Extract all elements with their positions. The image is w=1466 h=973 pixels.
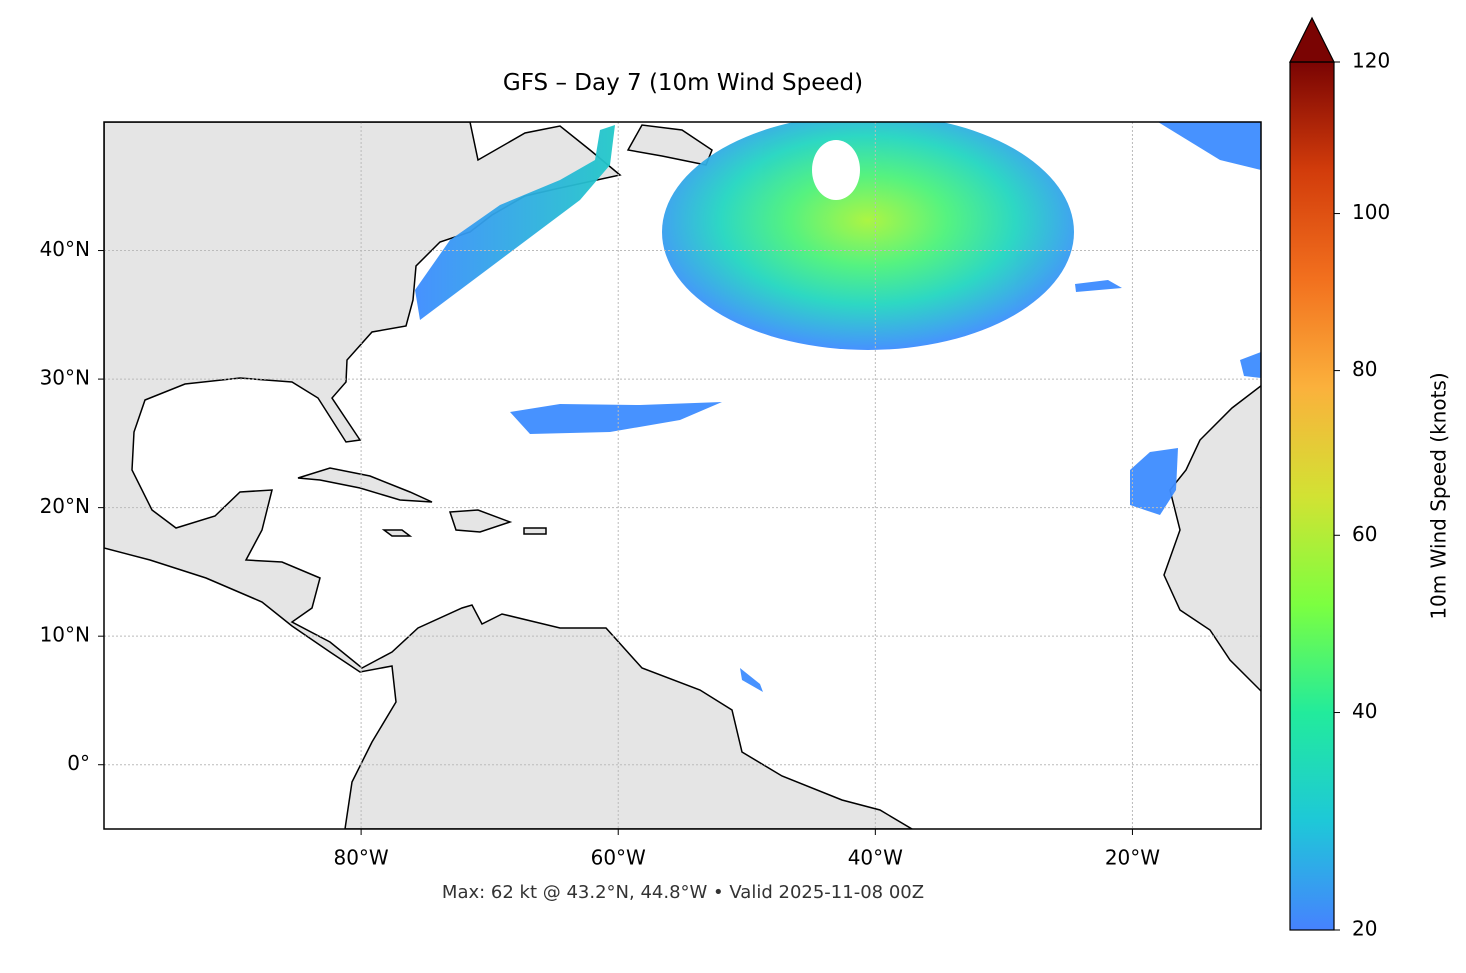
colorbar-scale <box>1290 62 1334 930</box>
colorbar-tick-label: 60 <box>1352 522 1377 546</box>
x-tick-label: 40°W <box>848 846 903 870</box>
wind-patch <box>1240 352 1261 378</box>
y-tick-label: 40°N <box>40 237 90 261</box>
land-jamaica <box>381 529 413 537</box>
storm-eye <box>812 140 860 200</box>
wind-band <box>510 402 722 434</box>
x-tick-label: 80°W <box>333 846 388 870</box>
x-tick-label: 20°W <box>1105 846 1160 870</box>
axes: 80°W 60°W 40°W 20°W 0° 10°N 20°N 30°N 40°N <box>40 237 1161 869</box>
map-frame <box>103 121 1262 830</box>
y-tick-label: 10°N <box>40 623 90 647</box>
land-newfoundland <box>626 124 713 166</box>
colorbar-label: 10m Wind Speed (knots) <box>1427 372 1451 619</box>
colorbar-tick-label: 100 <box>1352 200 1390 224</box>
land-hispaniola <box>448 509 513 533</box>
land-cuba <box>297 467 433 503</box>
land-americas <box>104 122 914 829</box>
colorbar-tick-label: 40 <box>1352 699 1377 723</box>
storm-wind <box>662 122 1074 350</box>
wind-patch <box>1130 448 1178 515</box>
colorbar-tick-label: 20 <box>1352 917 1377 941</box>
wind-field <box>415 122 1261 692</box>
colorbar: 20 40 60 80 100 120 10m Wind Speed (knots) <box>1289 16 1451 941</box>
colorbar-frame <box>1289 61 1335 931</box>
land-africa <box>1163 384 1261 693</box>
y-tick-label: 30°N <box>40 366 90 390</box>
y-tick-label: 20°N <box>40 494 90 518</box>
x-tick-label: 60°W <box>591 846 646 870</box>
grid <box>104 122 1261 829</box>
wind-patch <box>1075 280 1122 292</box>
map-area <box>104 122 1261 829</box>
coastal-wind <box>415 125 615 320</box>
wind-patch <box>1158 122 1261 170</box>
footer-note: Max: 62 kt @ 43.2°N, 44.8°W • Valid 2025… <box>442 882 924 903</box>
title: GFS – Day 7 (10m Wind Speed) <box>503 70 863 96</box>
land-puerto-rico <box>523 527 547 535</box>
colorbar-extend <box>1289 16 1335 63</box>
colorbar-tick-label: 80 <box>1352 357 1377 381</box>
wind-patch <box>740 668 763 692</box>
colorbar-tick-label: 120 <box>1352 49 1390 73</box>
y-tick-label: 0° <box>67 751 90 775</box>
